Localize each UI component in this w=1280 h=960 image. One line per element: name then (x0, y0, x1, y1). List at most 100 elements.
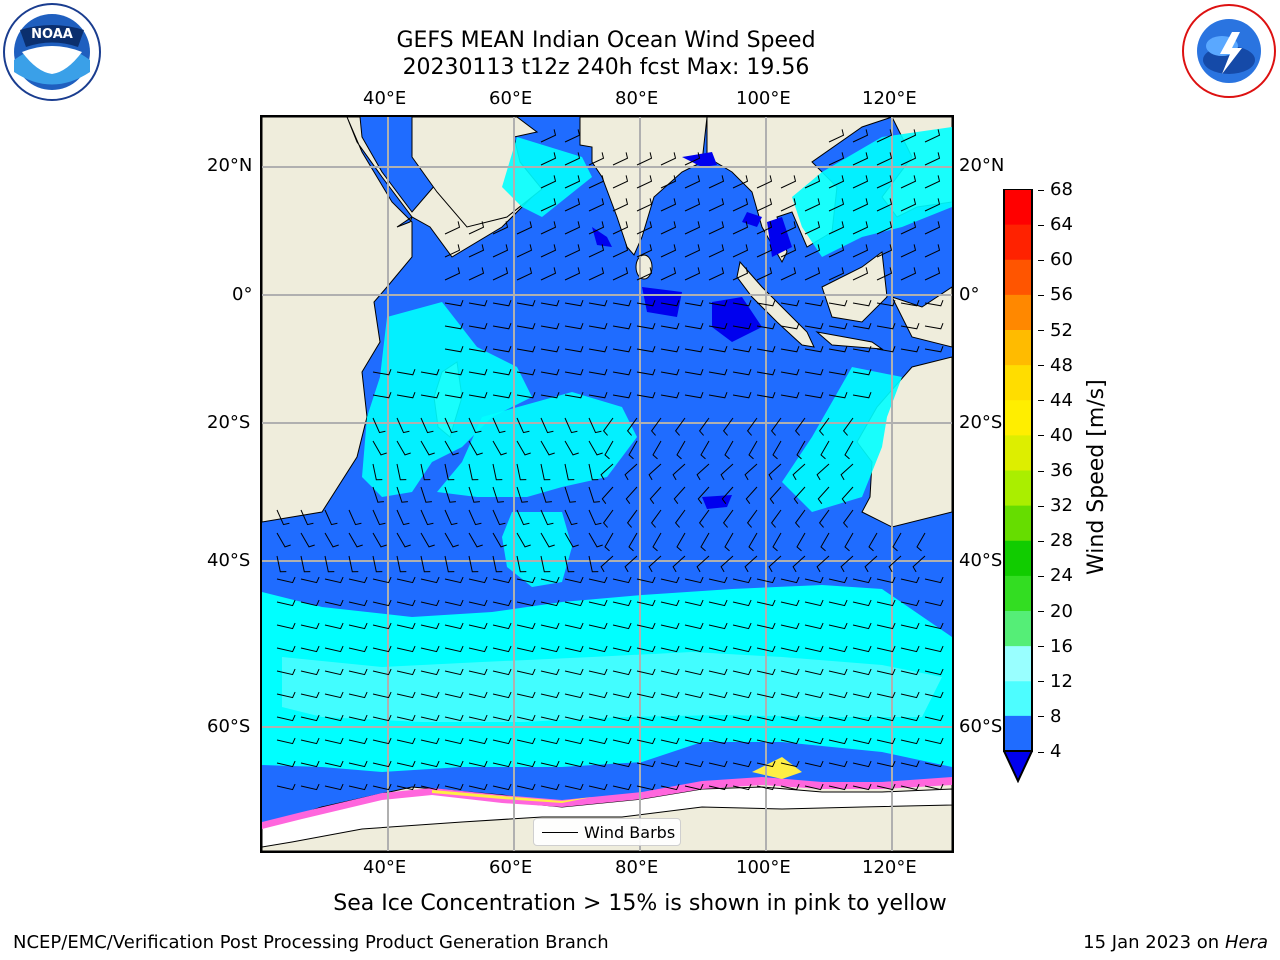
wind-barb (540, 244, 557, 258)
land-indochina (706, 117, 893, 264)
wind-barb (444, 532, 459, 548)
wind-barb (818, 417, 830, 436)
wind-barb (900, 129, 917, 143)
wind-barb (744, 463, 758, 481)
wind-barb (444, 737, 464, 745)
wind-barb (420, 509, 434, 526)
wind-barb (684, 392, 704, 399)
wind-barb (676, 440, 686, 460)
wind-barb (300, 691, 320, 699)
wind-barb (828, 198, 845, 212)
wind-barb (612, 300, 632, 307)
wind-barb (468, 645, 488, 653)
wind-barb (540, 198, 557, 212)
wind-barb (444, 346, 464, 353)
wind-barb (756, 599, 776, 607)
wind-barb (601, 486, 614, 504)
wind-barb (612, 645, 632, 653)
wind-barb (756, 714, 776, 722)
wind-barb (516, 486, 528, 503)
wind-barb (696, 463, 710, 481)
wind-barb (748, 440, 758, 460)
wind-barb (564, 175, 581, 189)
wind-barb (684, 599, 704, 607)
wind-barb (660, 714, 680, 722)
wind-barb (444, 486, 456, 503)
wind-barb (444, 622, 464, 630)
wind-barb (696, 555, 710, 573)
wind-barb (276, 555, 287, 573)
wind-barb (820, 532, 830, 552)
wind-barb (468, 346, 488, 353)
wind-barb (722, 417, 734, 436)
wind-barb (612, 783, 632, 791)
lat-tick-right-1: 20°N (959, 155, 1005, 176)
wind-barb (420, 714, 440, 722)
wind-barb (564, 221, 581, 235)
wind-barb (636, 369, 656, 376)
wind-barb (780, 737, 800, 745)
wind-barb (828, 576, 848, 584)
wind-barb (612, 323, 632, 330)
wind-barb (468, 509, 482, 526)
wind-barb (588, 555, 599, 573)
wind-barb (492, 486, 504, 503)
nws-logo-icon (1182, 4, 1276, 98)
wind-barb (612, 737, 632, 745)
wind-barb (588, 645, 608, 653)
wind-barb (612, 599, 632, 607)
lat-tick-left-1: 20°N (207, 155, 253, 176)
wind-barb (588, 369, 608, 376)
wind-barb (540, 599, 560, 607)
wind-barb (540, 668, 560, 676)
wind-barb (684, 198, 701, 212)
wind-barb (348, 599, 368, 607)
wind-barb (820, 440, 830, 460)
colorbar-band (1004, 294, 1032, 330)
colorbar-tick-label: 20 (1038, 601, 1073, 622)
wind-barb (628, 440, 638, 460)
wind-barb (516, 346, 536, 353)
wind-barb (924, 323, 944, 330)
wind-barb (300, 576, 320, 584)
wind-barb (492, 300, 512, 307)
wind-barb (492, 221, 509, 235)
wind-barb (876, 267, 893, 281)
wind-barb (396, 532, 411, 548)
wind-barb (732, 198, 749, 212)
wind-barb (300, 714, 320, 722)
lon-tick-top-4: 100°E (736, 88, 791, 109)
wind-barb (684, 346, 704, 353)
wind-barb (804, 244, 821, 258)
colorbar-tick-label: 56 (1038, 284, 1073, 305)
wind-barb (324, 645, 344, 653)
wind-barb (828, 760, 848, 768)
wind-barb (564, 152, 581, 166)
wind-barb (852, 369, 872, 376)
legend-box: Wind Barbs (533, 818, 681, 846)
wind-barb (540, 369, 560, 376)
wind-barb (540, 622, 560, 630)
wind-barb (588, 691, 608, 699)
wind-barb (900, 622, 920, 630)
wind-barb (372, 576, 392, 584)
chart-subtitle: 20230113 t12z 240h fcst Max: 19.56 (402, 55, 810, 80)
wind-barb (876, 783, 896, 791)
wind-barb (842, 509, 854, 528)
colorbar-band (1004, 364, 1032, 401)
wind-barb (660, 300, 680, 307)
wind-barb (732, 221, 749, 235)
colorbar-tick-label: 32 (1038, 495, 1073, 516)
wind-barb (516, 714, 536, 722)
wind-barb (708, 668, 728, 676)
wind-barb (892, 532, 902, 552)
wind-barb (276, 645, 296, 653)
wind-barb (540, 737, 560, 745)
wind-barb (636, 737, 656, 745)
wind-barb (492, 555, 503, 573)
wind-barb (793, 486, 806, 504)
wind-barb (672, 555, 686, 573)
wind-barb (420, 440, 435, 456)
wind-barb (588, 323, 608, 330)
wind-barb (540, 463, 551, 481)
